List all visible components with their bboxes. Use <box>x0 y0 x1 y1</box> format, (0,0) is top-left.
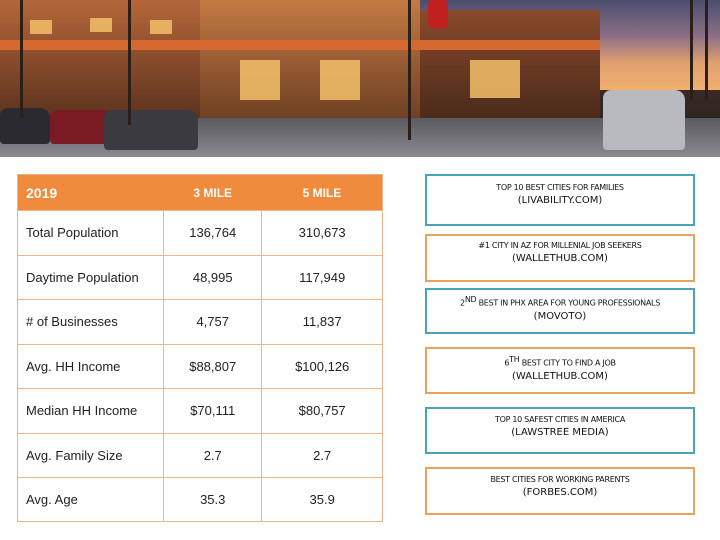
table-row: Total Population 136,764 310,673 <box>18 210 382 256</box>
award-box: 2ND BEST IN PHX AREA FOR YOUNG PROFESSIO… <box>425 288 695 334</box>
award-box: #1 CITY IN AZ FOR MILLENIAL JOB SEEKERS … <box>425 234 695 282</box>
three-mile-value: 35.3 <box>163 477 262 521</box>
three-mile-value: $88,807 <box>163 343 262 389</box>
palm-tree <box>408 0 411 140</box>
award-box: BEST CITIES FOR WORKING PARENTS (FORBES.… <box>425 467 695 515</box>
award-title: 6TH BEST CITY TO FIND A JOB <box>427 355 693 368</box>
lit-window <box>90 18 112 32</box>
row-label: Total Population <box>18 210 164 256</box>
building <box>0 0 230 120</box>
award-title: TOP 10 BEST CITIES FOR FAMILIES <box>496 183 624 192</box>
palm-tree <box>705 0 708 100</box>
row-label: Daytime Population <box>18 254 164 300</box>
row-label: Median HH Income <box>18 388 164 434</box>
award-source: (WALLETHUB.COM) <box>512 253 608 264</box>
row-label: Avg. HH Income <box>18 343 164 389</box>
table-header-row: 2019 3 MILE 5 MILE <box>18 175 382 211</box>
suv <box>603 90 685 150</box>
row-label: Avg. Age <box>18 477 164 521</box>
row-label: # of Businesses <box>18 299 164 345</box>
palm-tree <box>20 0 23 118</box>
award-title: TOP 10 SAFEST CITIES IN AMERICA <box>495 415 625 424</box>
award-source: (WALLETHUB.COM) <box>512 370 608 382</box>
building <box>200 0 420 125</box>
award-title: #1 CITY IN AZ FOR MILLENIAL JOB SEEKERS <box>478 241 642 250</box>
lit-window <box>320 60 360 100</box>
five-mile-header: 5 MILE <box>261 175 382 211</box>
three-mile-value: 2.7 <box>163 432 262 478</box>
awning <box>0 40 600 50</box>
palm-tree <box>690 0 693 100</box>
five-mile-value: 310,673 <box>261 210 382 256</box>
award-rank: 2 <box>460 298 465 308</box>
award-title: BEST CITIES FOR WORKING PARENTS <box>490 475 630 484</box>
year-header: 2019 <box>18 175 164 211</box>
three-mile-value: 136,764 <box>163 210 262 256</box>
car <box>104 110 198 150</box>
neon-sign <box>428 0 448 28</box>
palm-tree <box>128 0 131 125</box>
three-mile-value: $70,111 <box>163 388 262 434</box>
five-mile-value: 35.9 <box>261 477 382 521</box>
award-title: 2ND BEST IN PHX AREA FOR YOUNG PROFESSIO… <box>427 295 693 308</box>
table-row: # of Businesses 4,757 11,837 <box>18 299 382 345</box>
car <box>0 108 50 144</box>
award-title-text: BEST IN PHX AREA FOR YOUNG PROFESSIONALS <box>476 298 661 308</box>
three-mile-header: 3 MILE <box>163 175 262 211</box>
award-source: (LAWSTREE MEDIA) <box>511 427 609 438</box>
lit-window <box>30 20 52 34</box>
award-source: (MOVOTO) <box>533 310 587 322</box>
lit-window <box>240 60 280 100</box>
row-label: Avg. Family Size <box>18 432 164 478</box>
table-row: Daytime Population 48,995 117,949 <box>18 254 382 300</box>
three-mile-value: 4,757 <box>163 299 262 345</box>
five-mile-value: 11,837 <box>261 299 382 345</box>
table-row: Median HH Income $70,111 $80,757 <box>18 388 382 434</box>
award-source: (FORBES.COM) <box>522 487 598 498</box>
award-box: TOP 10 SAFEST CITIES IN AMERICA (LAWSTRE… <box>425 407 695 454</box>
demographics-table: 2019 3 MILE 5 MILE Total Population 136,… <box>17 174 383 522</box>
award-rank-suffix: TH <box>509 355 520 364</box>
award-box: TOP 10 BEST CITIES FOR FAMILIES (LIVABIL… <box>425 174 695 226</box>
car <box>50 110 114 144</box>
table-row: Avg. Age 35.3 35.9 <box>18 477 382 521</box>
award-rank-suffix: ND <box>464 295 477 304</box>
lit-window <box>470 60 520 98</box>
street-scene-photo <box>0 0 720 157</box>
award-rank: 6 <box>504 358 510 368</box>
lit-window <box>150 20 172 34</box>
five-mile-value: 117,949 <box>261 254 382 300</box>
table-row: Avg. Family Size 2.7 2.7 <box>18 432 382 478</box>
three-mile-value: 48,995 <box>163 254 262 300</box>
five-mile-value: $100,126 <box>261 343 382 389</box>
five-mile-value: 2.7 <box>261 432 382 478</box>
table-row: Avg. HH Income $88,807 $100,126 <box>18 343 382 389</box>
award-source: (LIVABILITY.COM) <box>517 195 603 206</box>
award-box: 6TH BEST CITY TO FIND A JOB (WALLETHUB.C… <box>425 347 695 394</box>
five-mile-value: $80,757 <box>261 388 382 434</box>
award-title-text: BEST CITY TO FIND A JOB <box>519 358 616 368</box>
